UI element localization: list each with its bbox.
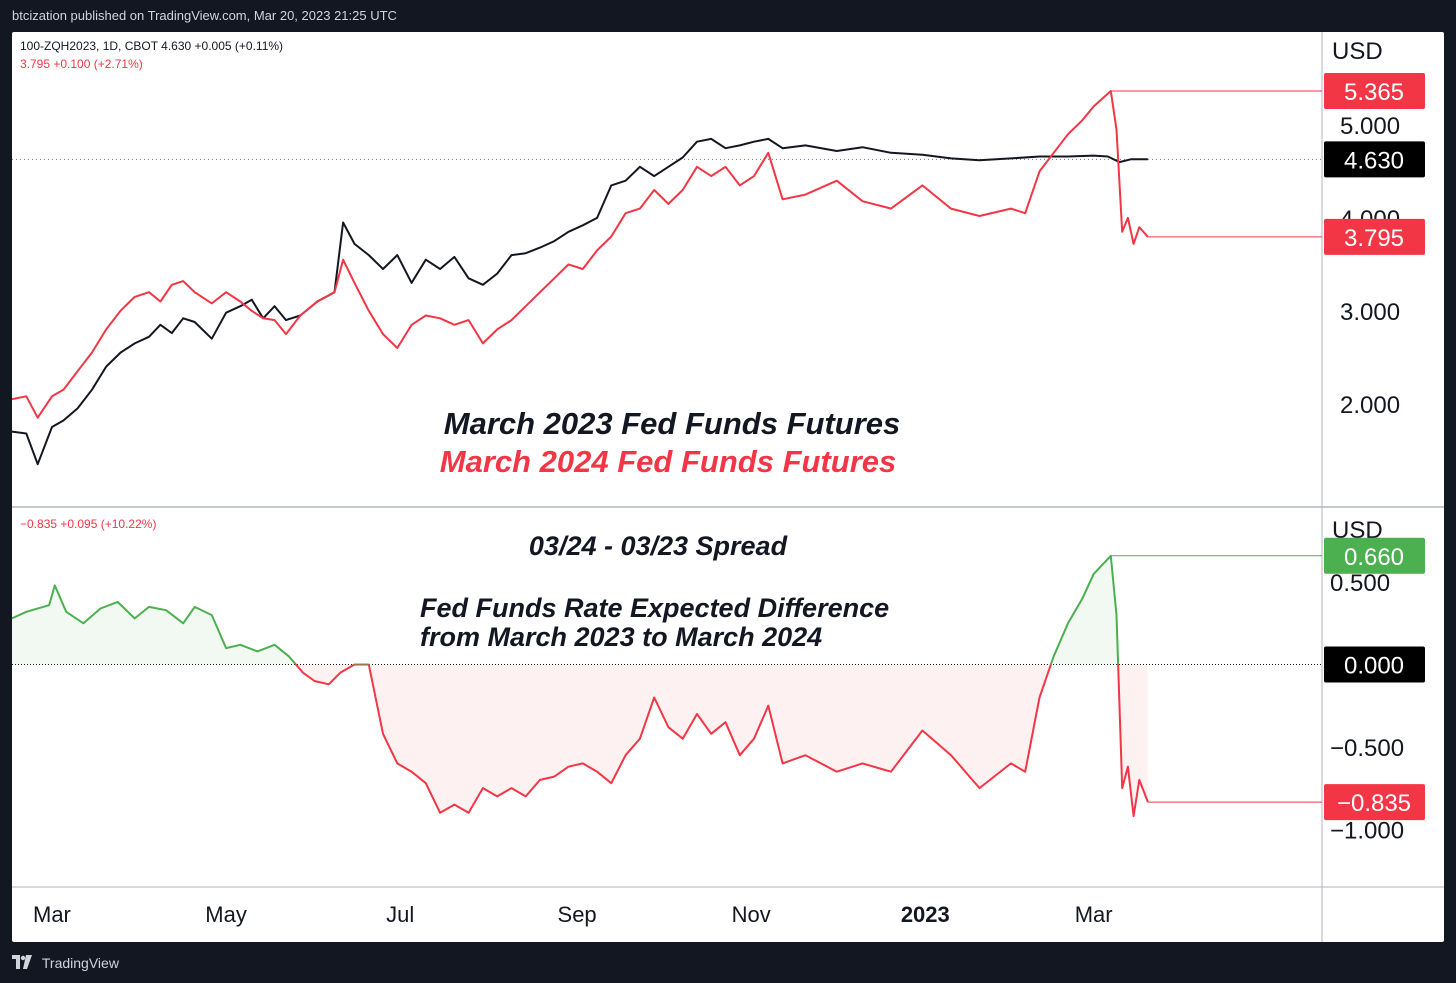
time-axis-tick-label: Jul bbox=[386, 902, 414, 927]
top-price-tag: 3.795 bbox=[1344, 225, 1404, 252]
top-y-tick-label: 3.000 bbox=[1340, 299, 1400, 326]
published-header: btcization published on TradingView.com,… bbox=[0, 0, 1456, 32]
spread-line-positive bbox=[12, 554, 1120, 665]
tradingview-logo-icon[interactable] bbox=[12, 955, 32, 970]
footer-bar: TradingView bbox=[0, 942, 1456, 980]
top-y-tick-label: 2.000 bbox=[1340, 392, 1400, 419]
spread-subtitle-line-2: from March 2023 to March 2024 bbox=[420, 622, 822, 652]
time-axis-tick-label: 2023 bbox=[901, 902, 950, 927]
time-axis-tick-label: Mar bbox=[1075, 902, 1113, 927]
bottom-legend-line-1: −0.835 +0.095 (+10.22%) bbox=[20, 517, 156, 531]
time-axis-tick-label: Sep bbox=[558, 902, 597, 927]
top-price-tag: 5.365 bbox=[1344, 79, 1404, 106]
time-axis-tick-label: Nov bbox=[732, 902, 771, 927]
bottom-y-tick-label: −0.500 bbox=[1330, 735, 1404, 762]
top-price-tag: 4.630 bbox=[1344, 147, 1404, 174]
bottom-price-tag-bg bbox=[1324, 784, 1425, 821]
bottom-price-tag-bg bbox=[1324, 537, 1425, 574]
series-line-mar2023 bbox=[12, 137, 1148, 466]
top-currency-label: USD bbox=[1332, 38, 1383, 65]
spread-fill-positive bbox=[12, 555, 1148, 665]
bottom-price-tag-bg bbox=[1324, 646, 1425, 683]
bottom-y-tick-label: −1.000 bbox=[1330, 817, 1404, 844]
annotation-mar2023: March 2023 Fed Funds Futures bbox=[444, 406, 901, 441]
bottom-price-tag: −0.835 bbox=[1337, 790, 1411, 817]
series-line-mar2024 bbox=[12, 90, 1149, 419]
time-axis-tick-label: May bbox=[205, 902, 247, 927]
top-y-tick-label: 5.000 bbox=[1340, 113, 1400, 140]
published-line: btcization published on TradingView.com,… bbox=[12, 8, 397, 23]
time-axis-tick-label: Mar bbox=[33, 902, 71, 927]
spread-title: 03/24 - 03/23 Spread bbox=[529, 531, 788, 561]
spread-line-negative bbox=[294, 664, 1149, 818]
tradingview-brand[interactable]: TradingView bbox=[41, 955, 119, 972]
annotation-mar2024: March 2024 Fed Funds Futures bbox=[440, 444, 897, 479]
bottom-y-tick-label: 0.500 bbox=[1330, 570, 1390, 597]
chart-panel[interactable]: 100-ZQH2023, 1D, CBOT 4.630 +0.005 (+0.1… bbox=[12, 32, 1444, 942]
top-legend-line-2: 3.795 +0.100 (+2.71%) bbox=[20, 57, 143, 71]
bottom-price-tag: 0.660 bbox=[1344, 544, 1404, 571]
top-price-tag-bg bbox=[1324, 73, 1425, 110]
top-price-tag-bg bbox=[1324, 141, 1425, 178]
chart-svg[interactable]: 100-ZQH2023, 1D, CBOT 4.630 +0.005 (+0.1… bbox=[12, 32, 1444, 942]
top-legend-line-1: 100-ZQH2023, 1D, CBOT 4.630 +0.005 (+0.1… bbox=[20, 39, 283, 53]
top-price-tag-bg bbox=[1324, 218, 1425, 255]
spread-subtitle-line-1: Fed Funds Rate Expected Difference bbox=[420, 593, 889, 623]
bottom-price-tag: 0.000 bbox=[1344, 653, 1404, 680]
spread-fill-negative bbox=[295, 664, 1148, 817]
